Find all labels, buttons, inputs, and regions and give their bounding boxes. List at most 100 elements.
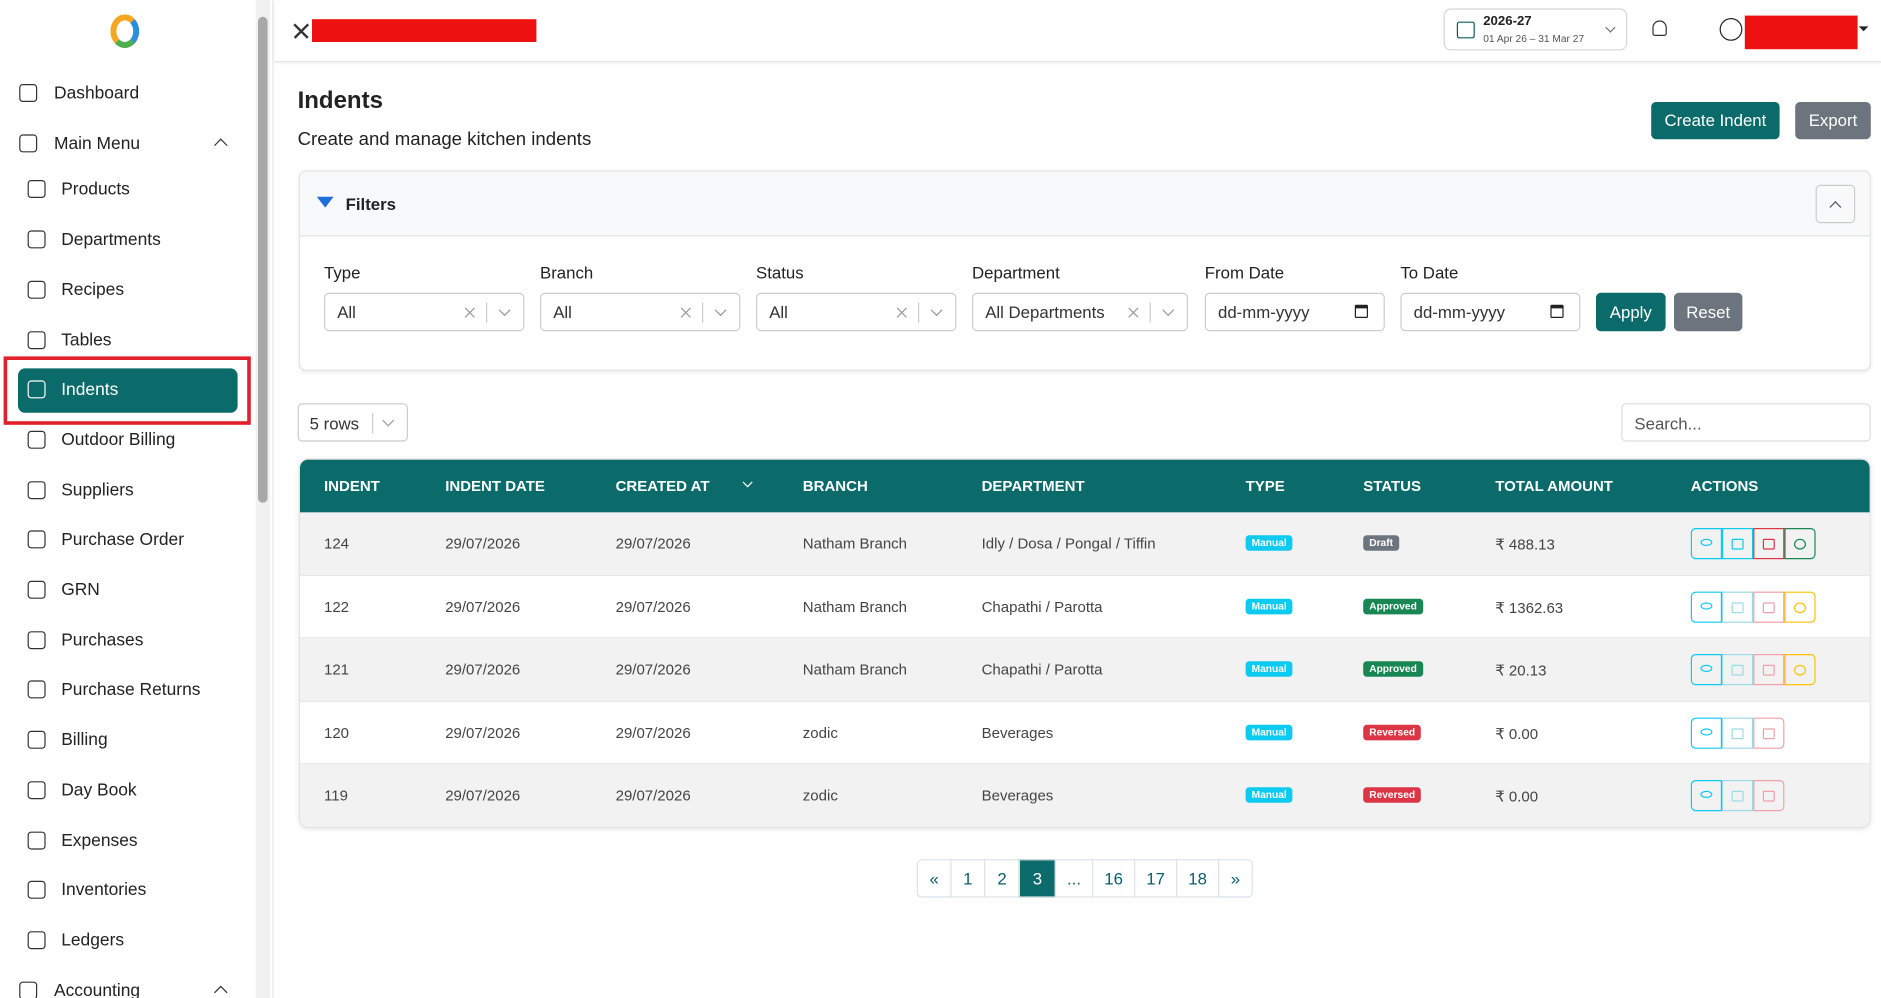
menu-item[interactable]: Outdoor Billing: [61, 430, 176, 450]
menu-item[interactable]: Purchases: [61, 630, 144, 651]
page-link[interactable]: 3: [1018, 859, 1056, 898]
action-icon: [1762, 790, 1775, 802]
action-icon: [1700, 727, 1713, 735]
filters-card: Filters Type All Branch All Status All Departme…: [298, 170, 1871, 371]
menu-item[interactable]: Dashboard: [54, 84, 140, 104]
status-badge: Manual: [1245, 661, 1293, 677]
column-header[interactable]: INDENT DATE: [445, 477, 545, 495]
menu-item[interactable]: Billing: [61, 730, 108, 751]
table-row: [300, 512, 1870, 576]
page-link[interactable]: «: [916, 859, 952, 898]
table-cell: 29/07/2026: [445, 661, 521, 678]
menu-item[interactable]: Products: [61, 180, 130, 200]
menu-item[interactable]: Suppliers: [61, 480, 134, 500]
action-icon: [1794, 538, 1807, 550]
action-button[interactable]: [1722, 717, 1754, 749]
menu-item[interactable]: Accounting: [54, 981, 141, 998]
menu-item[interactable]: Expenses: [61, 831, 138, 851]
action-button[interactable]: [1784, 591, 1816, 623]
action-button[interactable]: [1690, 591, 1723, 623]
header-button[interactable]: Export: [1795, 102, 1871, 140]
page-link[interactable]: 2: [984, 859, 1021, 898]
action-button[interactable]: [1753, 654, 1785, 686]
menu-item[interactable]: Main Menu: [54, 134, 141, 154]
column-header[interactable]: BRANCH: [802, 477, 868, 495]
menu-item[interactable]: Purchase Order: [61, 530, 185, 550]
column-header[interactable]: STATUS: [1363, 477, 1421, 495]
rows-select[interactable]: 5 rows: [297, 403, 409, 442]
filters-header: [300, 171, 1870, 237]
filter-label: Branch: [540, 262, 594, 282]
action-icon: [1731, 664, 1744, 676]
menu-item[interactable]: Departments: [61, 230, 161, 250]
action-button[interactable]: [1753, 528, 1785, 560]
action-button[interactable]: [1690, 654, 1723, 686]
menu-item[interactable]: Indents: [61, 380, 119, 400]
action-button[interactable]: [1722, 654, 1754, 686]
date-input[interactable]: dd-mm-yyyy: [1400, 292, 1581, 332]
column-header[interactable]: TYPE: [1245, 477, 1285, 495]
search-input[interactable]: Search...: [1621, 403, 1871, 442]
table-cell: 29/07/2026: [615, 598, 691, 615]
table-cell: 29/07/2026: [445, 535, 521, 552]
menu-icon: [27, 380, 46, 399]
table-cell: ₹ 1362.63: [1495, 599, 1564, 617]
column-header[interactable]: ACTIONS: [1690, 477, 1759, 495]
menu-item[interactable]: Recipes: [61, 280, 125, 300]
chevron: [1829, 201, 1842, 213]
collapse-toggle[interactable]: [1815, 184, 1856, 224]
date-input[interactable]: dd-mm-yyyy: [1204, 292, 1385, 332]
column-header[interactable]: INDENT: [324, 477, 380, 495]
menu-item[interactable]: GRN: [61, 580, 100, 600]
table-cell: 29/07/2026: [615, 535, 691, 552]
menu-icon: [27, 780, 46, 799]
filter-button[interactable]: Apply: [1596, 292, 1666, 332]
filter-value: All: [769, 302, 788, 322]
chevron: [1605, 22, 1616, 33]
notification-bell[interactable]: [1652, 20, 1667, 36]
action-button[interactable]: [1753, 717, 1785, 749]
action-button[interactable]: [1690, 780, 1723, 812]
menu-item[interactable]: Ledgers: [61, 931, 125, 951]
action-button[interactable]: [1784, 654, 1816, 686]
menu-item[interactable]: Purchase Returns: [61, 680, 201, 701]
filter-select[interactable]: All: [540, 292, 741, 332]
user-avatar[interactable]: [1719, 18, 1743, 41]
action-button[interactable]: [1722, 780, 1754, 812]
action-icon: [1731, 727, 1744, 739]
filter-select[interactable]: All Departments: [972, 292, 1188, 332]
chevron: [714, 304, 727, 317]
chevron: [214, 138, 228, 152]
column-header[interactable]: TOTAL AMOUNT: [1495, 477, 1613, 495]
fiscal-year-selector[interactable]: 2026-27 01 Apr 26 – 31 Mar 27: [1443, 8, 1628, 51]
scrollbar-thumb: [258, 16, 268, 503]
filter-label: Department: [972, 262, 1060, 282]
page-link[interactable]: ...: [1054, 859, 1094, 898]
filter-button[interactable]: Reset: [1674, 292, 1743, 332]
action-button[interactable]: [1753, 591, 1785, 623]
menu-item[interactable]: Day Book: [61, 780, 137, 801]
filter-select[interactable]: All: [756, 292, 957, 332]
filter-select[interactable]: All: [324, 292, 525, 332]
menu-icon: [27, 230, 46, 249]
page-link[interactable]: 17: [1134, 859, 1178, 898]
page-link[interactable]: 18: [1176, 859, 1220, 898]
action-button[interactable]: [1722, 591, 1754, 623]
action-button[interactable]: [1784, 528, 1816, 560]
column-header[interactable]: DEPARTMENT: [981, 477, 1085, 495]
page-link[interactable]: 16: [1092, 859, 1136, 898]
calendar-icon: [1550, 304, 1564, 318]
action-button[interactable]: [1753, 780, 1785, 812]
menu-item[interactable]: Tables: [61, 330, 112, 350]
column-header[interactable]: CREATED AT: [615, 477, 710, 495]
status-badge: Reversed: [1363, 724, 1422, 740]
action-button[interactable]: [1722, 528, 1754, 560]
action-button[interactable]: [1690, 528, 1723, 560]
page-link[interactable]: »: [1218, 859, 1253, 898]
menu-icon: [27, 881, 46, 900]
status-badge: Approved: [1363, 661, 1423, 677]
header-button[interactable]: Create Indent: [1651, 102, 1780, 140]
menu-item[interactable]: Inventories: [61, 881, 147, 901]
page-link[interactable]: 1: [950, 859, 986, 898]
action-button[interactable]: [1690, 717, 1723, 749]
